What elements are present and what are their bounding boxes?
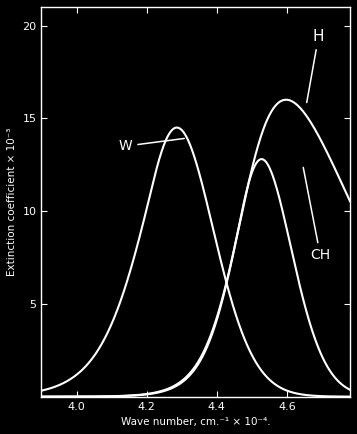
X-axis label: Wave number, cm.⁻¹ × 10⁻⁴.: Wave number, cm.⁻¹ × 10⁻⁴. bbox=[121, 417, 271, 427]
Text: W: W bbox=[119, 138, 184, 153]
Y-axis label: Extinction coefficient × 10⁻³: Extinction coefficient × 10⁻³ bbox=[7, 128, 17, 276]
Text: CH: CH bbox=[303, 168, 330, 262]
Text: H: H bbox=[307, 29, 324, 102]
